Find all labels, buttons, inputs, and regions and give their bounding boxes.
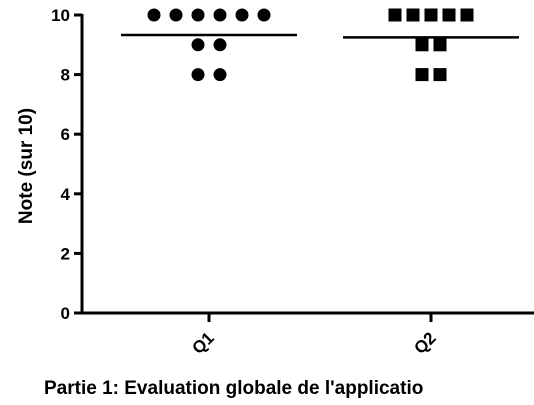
y-tick-label: 2 xyxy=(61,244,70,263)
data-point-q2 xyxy=(388,8,402,22)
data-point-q1 xyxy=(213,38,227,52)
data-point-q1 xyxy=(191,38,205,52)
data-point-q2 xyxy=(433,38,447,52)
data-point-q1 xyxy=(213,68,227,82)
data-point-q1 xyxy=(169,8,183,22)
y-axis-title: Note (sur 10) xyxy=(16,108,37,224)
y-tick-label: 0 xyxy=(61,304,70,323)
y-tick-label: 6 xyxy=(61,125,70,144)
data-point-q2 xyxy=(433,68,447,82)
data-point-q2 xyxy=(442,8,456,22)
data-point-q1 xyxy=(213,8,227,22)
data-point-q2 xyxy=(460,8,474,22)
mean-lines xyxy=(121,33,519,39)
data-point-q2 xyxy=(415,68,429,82)
x-axis: Q1 Q2 xyxy=(81,311,534,358)
data-point-q1 xyxy=(147,8,161,22)
x-tick-label: Q1 xyxy=(188,328,217,357)
data-point-q1 xyxy=(257,8,271,22)
data-points xyxy=(147,8,474,82)
x-tick-label: Q2 xyxy=(410,328,439,357)
y-axis: 0 2 4 6 8 10 xyxy=(51,6,84,323)
x-axis-title: Partie 1: Evaluation globale de l'applic… xyxy=(44,378,423,399)
y-tick-label: 10 xyxy=(51,6,70,25)
y-tick-label: 8 xyxy=(61,66,70,85)
data-point-q1 xyxy=(191,8,205,22)
data-point-q2 xyxy=(424,8,438,22)
data-point-q2 xyxy=(406,8,420,22)
y-tick-label: 4 xyxy=(61,185,71,204)
data-point-q2 xyxy=(415,38,429,52)
data-point-q1 xyxy=(235,8,249,22)
data-point-q1 xyxy=(191,68,205,82)
